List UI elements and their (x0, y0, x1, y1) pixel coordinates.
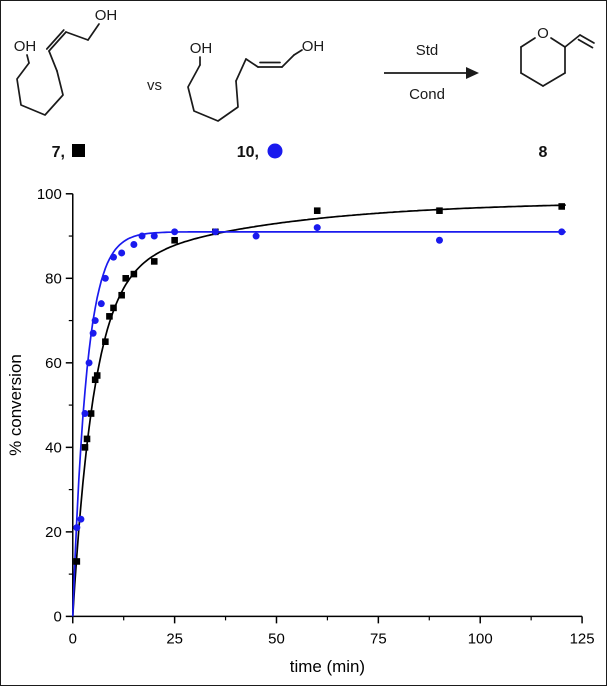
conditions-bottom: Cond (409, 86, 445, 103)
oh-label: OH (190, 40, 213, 57)
chart-svg: 0 25 50 75 100 125 0 20 40 60 80 100 time (min) % con… (6, 186, 595, 676)
conditions-top: Std (416, 42, 439, 59)
fit-curve-series-1 (71, 231, 566, 617)
axes: 0 25 50 75 100 125 0 20 40 60 80 100 (37, 186, 595, 648)
x-tick-label: 125 (570, 630, 595, 647)
oh-label: OH (302, 38, 325, 55)
compound-7-label: 7, (52, 144, 65, 161)
arrow-head (466, 67, 479, 79)
series7-marker-swatch (72, 144, 85, 157)
series10-marker-swatch (267, 143, 283, 159)
structure-10: OH OH 10, (187, 38, 325, 161)
points-series-1 (73, 224, 566, 532)
x-tick-label: 50 (268, 630, 285, 647)
fit-curve-series-0 (71, 204, 566, 617)
x-tick-label: 25 (166, 630, 183, 647)
reaction-scheme: OH OH 7, vs OH OH 10, (1, 1, 606, 179)
oh-label: OH (14, 38, 37, 55)
y-tick-label: 40 (45, 439, 62, 456)
compound-8-label: 8 (539, 144, 548, 161)
reaction-arrow: Std Cond (384, 42, 479, 103)
x-tick-label: 100 (468, 630, 493, 647)
compound-10-label: 10, (237, 144, 259, 161)
x-tick-label: 75 (370, 630, 387, 647)
points-series-0 (73, 203, 565, 565)
y-tick-label: 80 (45, 270, 62, 287)
vs-label: vs (147, 77, 162, 94)
x-tick-label: 0 (69, 630, 77, 647)
structure-8: O 8 (520, 25, 595, 161)
structure-7: OH OH 7, (14, 7, 118, 161)
ring-oxygen-label: O (537, 25, 549, 42)
x-axis-label: time (min) (290, 657, 365, 676)
conversion-chart: 0 25 50 75 100 125 0 20 40 60 80 100 time (min) % con… (1, 179, 606, 685)
y-tick-label: 0 (53, 608, 61, 625)
y-axis-label: % conversion (6, 354, 25, 456)
y-tick-label: 100 (37, 186, 62, 203)
y-tick-label: 20 (45, 524, 62, 541)
oh-label: OH (95, 7, 118, 24)
y-tick-label: 60 (45, 355, 62, 372)
